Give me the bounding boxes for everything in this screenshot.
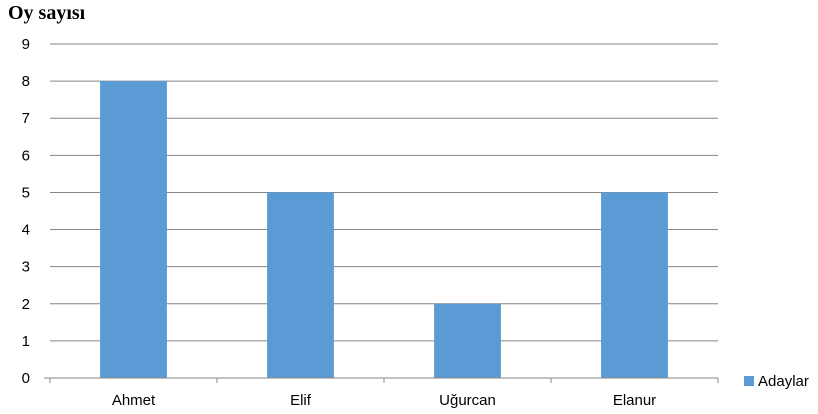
category-label: Elif — [290, 392, 312, 409]
y-tick-label: 1 — [22, 333, 30, 350]
bar-uğurcan — [434, 303, 501, 378]
bars — [100, 81, 668, 378]
x-axis — [44, 377, 719, 383]
y-tick-label: 5 — [22, 184, 30, 201]
y-tick-label: 7 — [22, 110, 30, 127]
legend-label: Adaylar — [758, 373, 809, 390]
y-tick-label: 6 — [22, 147, 30, 164]
y-tick-label: 2 — [22, 296, 30, 313]
category-label: Elanur — [613, 392, 656, 409]
bar-elanur — [601, 192, 668, 378]
y-tick-label: 9 — [22, 36, 30, 53]
legend: Adaylar — [744, 373, 809, 390]
y-tick-label: 8 — [22, 73, 30, 90]
bar-ahmet — [100, 81, 167, 378]
y-tick-label: 0 — [22, 370, 30, 387]
y-tick-labels: 0 1 2 3 4 5 6 7 8 9 — [22, 36, 30, 387]
category-label: Ahmet — [112, 392, 156, 409]
category-label: Uğurcan — [439, 392, 496, 409]
bar-elif — [267, 192, 334, 378]
y-tick-label: 3 — [22, 259, 30, 276]
category-labels: Ahmet Elif Uğurcan Elanur — [112, 392, 656, 409]
y-tick-label: 4 — [22, 222, 30, 239]
y-axis-title: Oy sayısı — [8, 2, 86, 24]
legend-swatch — [744, 376, 754, 386]
